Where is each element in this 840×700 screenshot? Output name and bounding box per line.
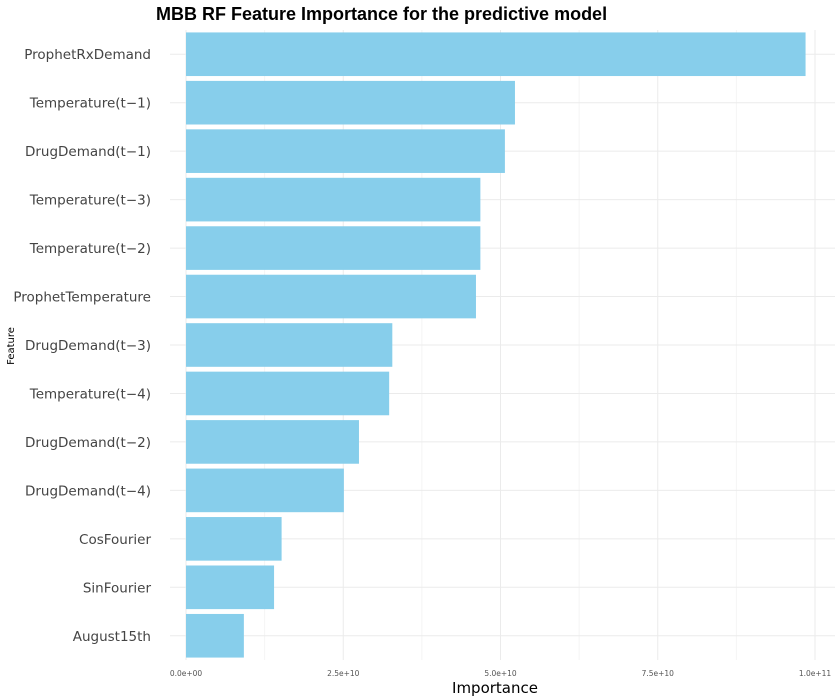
bar <box>186 274 476 319</box>
x-axis-label: Importance <box>452 679 538 697</box>
x-tick-label: 7.5e+10 <box>642 669 675 678</box>
bar <box>186 565 275 610</box>
bar <box>186 420 359 464</box>
x-tick-labels: 0.0e+00 2.5e+10 5.0e+10 7.5e+10 1.0e+11 <box>170 669 832 678</box>
y-tick-label: August15th <box>73 629 151 645</box>
bar <box>186 177 481 222</box>
x-tick-label: 2.5e+10 <box>327 669 360 678</box>
y-tick-label: DrugDemand(t−3) <box>25 338 151 354</box>
y-tick-label: ProphetTemperature <box>13 290 151 306</box>
y-tick-label: ProphetRxDemand <box>24 47 151 63</box>
bar <box>186 32 806 77</box>
y-tick-label: DrugDemand(t−4) <box>25 483 151 499</box>
x-tick-label: 1.0e+11 <box>799 669 832 678</box>
chart-title: MBB RF Feature Importance for the predic… <box>156 4 607 24</box>
x-tick-label: 0.0e+00 <box>170 669 203 678</box>
y-tick-label: CosFourier <box>79 532 151 548</box>
y-tick-label: SinFourier <box>83 580 152 596</box>
y-tick-label: Temperature(t−3) <box>29 193 151 209</box>
bar <box>186 226 481 270</box>
y-tick-label: Temperature(t−1) <box>29 96 151 112</box>
bar <box>186 371 390 416</box>
bar <box>186 129 505 173</box>
bars <box>186 32 806 658</box>
y-tick-label: Temperature(t−4) <box>29 386 151 402</box>
y-tick-label: DrugDemand(t−1) <box>25 144 151 160</box>
y-axis-label: Feature <box>6 327 17 365</box>
bar <box>186 80 515 125</box>
bar <box>186 468 344 513</box>
x-tick-label: 5.0e+10 <box>484 669 517 678</box>
y-tick-label: DrugDemand(t−2) <box>25 435 151 451</box>
y-tick-label: Temperature(t−2) <box>29 241 151 257</box>
y-tick-labels: ProphetRxDemand Temperature(t−1) DrugDeman… <box>13 47 151 645</box>
bar <box>186 517 282 561</box>
bar <box>186 323 393 367</box>
bar <box>186 613 244 658</box>
